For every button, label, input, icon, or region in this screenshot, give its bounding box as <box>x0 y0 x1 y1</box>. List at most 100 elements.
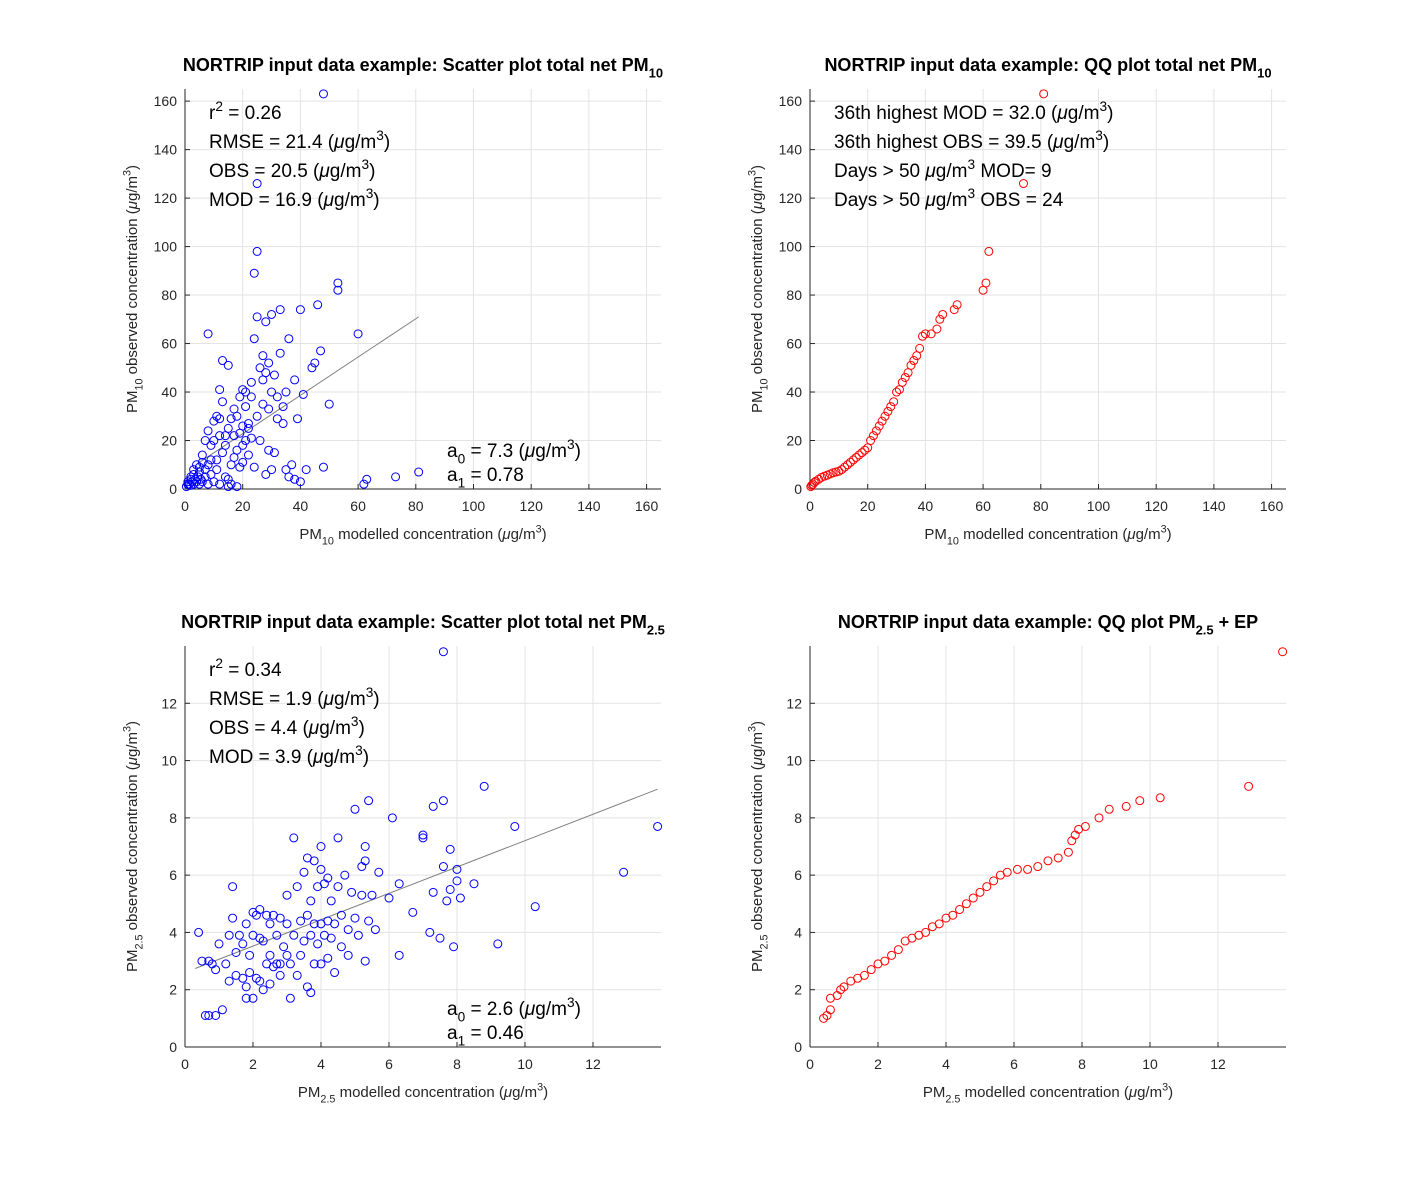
x-tick-label: 160 <box>635 498 659 514</box>
subscript: 10 <box>758 379 770 391</box>
data-point <box>880 411 890 421</box>
data-point <box>218 356 228 366</box>
y-tick-label: 6 <box>169 867 177 883</box>
data-point <box>272 930 282 940</box>
text-part: ) <box>1168 1084 1173 1101</box>
text-part: = 0.46 <box>465 1023 524 1044</box>
x-tick-label: 0 <box>806 1056 814 1072</box>
data-point <box>932 324 942 334</box>
y-tick-label: 2 <box>169 982 177 998</box>
data-point <box>241 387 251 397</box>
data-point <box>203 329 213 339</box>
y-tick-label: 60 <box>786 336 802 352</box>
y-axis-label: PM10 observed concentration (μg/m3) <box>122 165 146 413</box>
data-point <box>245 968 255 978</box>
data-point <box>859 970 869 980</box>
text-part: g/m <box>323 747 355 768</box>
data-point <box>238 973 248 983</box>
data-point <box>267 387 277 397</box>
data-point <box>292 970 302 980</box>
data-point <box>949 305 959 315</box>
y-tick-label: 20 <box>786 433 802 449</box>
data-point <box>255 976 265 986</box>
data-point <box>261 368 271 378</box>
data-point <box>309 919 319 929</box>
data-point <box>469 879 479 889</box>
x-tick-label: 60 <box>350 498 366 514</box>
x-tick-label: 0 <box>806 498 814 514</box>
text-part: μ <box>333 132 345 153</box>
text-part: modelled concentration ( <box>334 526 502 543</box>
superscript: 3 <box>351 714 359 729</box>
text-part: μ <box>501 526 510 543</box>
text-part: g/m <box>512 1084 537 1101</box>
text-part: g/m <box>535 999 567 1020</box>
y-tick-label: 80 <box>161 287 177 303</box>
x-tick-label: 6 <box>385 1056 393 1072</box>
data-point <box>839 982 849 992</box>
data-point <box>364 916 374 926</box>
data-point <box>194 462 204 472</box>
text-part: = 2.6 ( <box>465 999 525 1020</box>
data-point <box>284 334 294 344</box>
data-point <box>223 423 233 433</box>
data-point <box>264 445 274 455</box>
data-point <box>1053 853 1063 863</box>
text-part: ) <box>542 526 547 543</box>
data-point <box>418 830 428 840</box>
superscript: 3 <box>567 995 575 1010</box>
data-point <box>269 370 279 380</box>
data-point <box>887 950 897 960</box>
data-point <box>249 462 259 472</box>
data-point <box>200 1010 210 1020</box>
superscript: 3 <box>1095 128 1103 143</box>
text-part: ) <box>363 747 369 768</box>
data-point <box>223 482 233 492</box>
data-point <box>418 833 428 843</box>
data-point <box>197 477 207 487</box>
text-part: NORTRIP input data example: Scatter plot… <box>183 55 649 75</box>
subscript: 1 <box>458 476 466 491</box>
y-tick-label: 8 <box>169 810 177 826</box>
superscript: 3 <box>1161 524 1167 536</box>
text-part: g/m <box>1068 103 1100 124</box>
chart-title: NORTRIP input data example: QQ plot tota… <box>824 55 1271 80</box>
data-point <box>221 959 231 969</box>
data-point <box>284 472 294 482</box>
superscript: 3 <box>361 157 369 172</box>
text-part: ) <box>749 165 766 170</box>
data-point <box>200 436 210 446</box>
text-part: a <box>447 999 458 1020</box>
fit-line <box>199 316 419 463</box>
data-point <box>323 873 333 883</box>
subscript: 0 <box>458 452 466 467</box>
data-point <box>212 465 222 475</box>
data-point <box>316 842 326 851</box>
y-tick-label: 80 <box>786 287 802 303</box>
data-point <box>445 844 455 854</box>
data-point <box>258 985 268 995</box>
data-point <box>261 469 271 479</box>
text-part: ) <box>543 1084 548 1101</box>
data-point <box>360 856 370 866</box>
data-point <box>223 360 233 370</box>
text-part: μ <box>749 757 766 766</box>
y-tick-label: 160 <box>154 93 178 109</box>
data-point <box>285 959 295 969</box>
x-axis-label: PM10 modelled concentration (μg/m3) <box>299 524 546 548</box>
text-part: ) <box>1167 526 1172 543</box>
data-point <box>653 821 663 831</box>
data-point <box>206 440 216 450</box>
data-point <box>324 399 334 409</box>
data-point <box>275 970 285 980</box>
subscript: 2.5 <box>320 1093 335 1105</box>
x-tick-label: 2 <box>874 1056 882 1072</box>
data-point <box>394 950 404 960</box>
data-point <box>299 867 309 877</box>
data-point <box>333 882 343 892</box>
data-point <box>238 421 248 431</box>
data-point <box>313 939 323 949</box>
x-tick-label: 80 <box>1033 498 1049 514</box>
data-point <box>367 890 377 900</box>
